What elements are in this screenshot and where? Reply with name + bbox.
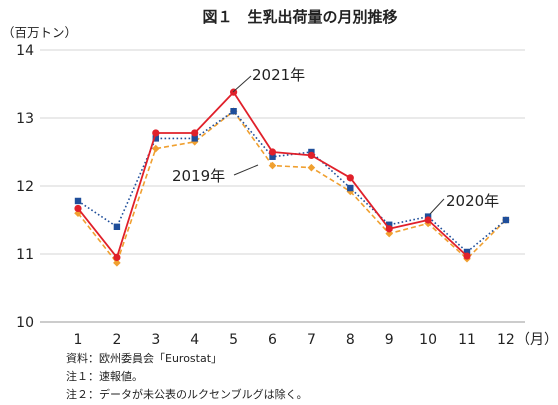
point-2020年-5 (230, 108, 237, 115)
x-tick-11: 11 (458, 332, 476, 348)
series-group (74, 88, 510, 267)
x-tick-labels: 1 2 3 4 5 6 7 8 9 10 11 12 (74, 332, 515, 348)
chart-title: 図１ 生乳出荷量の月別推移 (202, 8, 397, 26)
x-tick-9: 9 (385, 332, 394, 348)
x-tick-6: 6 (268, 332, 277, 348)
point-2021年-9 (385, 225, 393, 233)
y-axis-unit: （百万トン） (2, 25, 77, 40)
point-2019年-4 (190, 138, 199, 146)
y-tick-14: 14 (16, 43, 34, 59)
point-2020年-4 (191, 135, 198, 142)
point-2019年-6 (268, 161, 277, 170)
x-tick-1: 1 (74, 332, 83, 348)
leader-line-2020 (429, 198, 445, 215)
y-tick-10: 10 (16, 315, 34, 331)
point-2020年-1 (74, 197, 82, 205)
y-tick-11: 11 (16, 247, 34, 263)
note-source: 資料：欧州委員会「Eurostat」 (66, 351, 222, 365)
series-2021年 (74, 88, 471, 261)
x-tick-4: 4 (190, 332, 199, 348)
point-2021年-1 (74, 204, 82, 213)
x-tick-12: 12 (497, 332, 515, 348)
point-2020年-9 (386, 221, 393, 228)
x-tick-7: 7 (307, 332, 316, 348)
point-2021年-8 (346, 174, 354, 182)
note-2: 注２：データが未公表のルクセンブルグは除く。 (66, 387, 308, 401)
y-tick-13: 13 (16, 111, 34, 127)
point-2021年-3 (152, 129, 160, 137)
point-2020年-6 (269, 153, 276, 160)
grid-lines (40, 49, 525, 323)
leader-line-2019 (233, 164, 259, 176)
y-tick-12: 12 (16, 179, 34, 195)
x-axis-unit: （月） (516, 332, 558, 348)
point-2021年-7 (307, 151, 315, 159)
point-2020年-12 (502, 216, 510, 224)
x-tick-2: 2 (112, 332, 121, 348)
point-2021年-2 (113, 253, 121, 261)
y-tick-labels: 10 11 12 13 14 (16, 43, 34, 331)
point-2020年-2 (113, 223, 121, 230)
line-2021年 (77, 91, 468, 259)
x-tick-8: 8 (346, 332, 355, 348)
series-label-2019: 2019年 (172, 167, 225, 185)
point-2019年-9 (385, 229, 393, 238)
point-2020年-8 (347, 184, 354, 192)
x-tick-5: 5 (229, 332, 238, 348)
x-tick-10: 10 (419, 332, 437, 348)
series-label-2020: 2020年 (446, 192, 499, 210)
point-2020年-11 (463, 248, 471, 256)
point-2021年-4 (191, 129, 199, 137)
point-2019年-1 (74, 209, 82, 217)
series-label-2021: 2021年 (252, 66, 305, 84)
point-2021年-11 (463, 252, 471, 260)
note-1: 注１：速報値。 (66, 369, 143, 383)
point-2020年-3 (152, 135, 159, 142)
notes: 資料：欧州委員会「Eurostat」 注１：速報値。 注２：データが未公表のルク… (66, 351, 308, 401)
line-2019年 (77, 110, 507, 264)
point-2019年-3 (152, 144, 160, 153)
line-2020年 (77, 110, 507, 253)
point-2021年-6 (268, 148, 277, 156)
point-2019年-2 (113, 259, 121, 267)
point-2021年-10 (424, 216, 432, 224)
point-2019年-7 (307, 163, 316, 172)
x-tick-3: 3 (151, 332, 160, 348)
leader-line-2021 (232, 75, 252, 93)
